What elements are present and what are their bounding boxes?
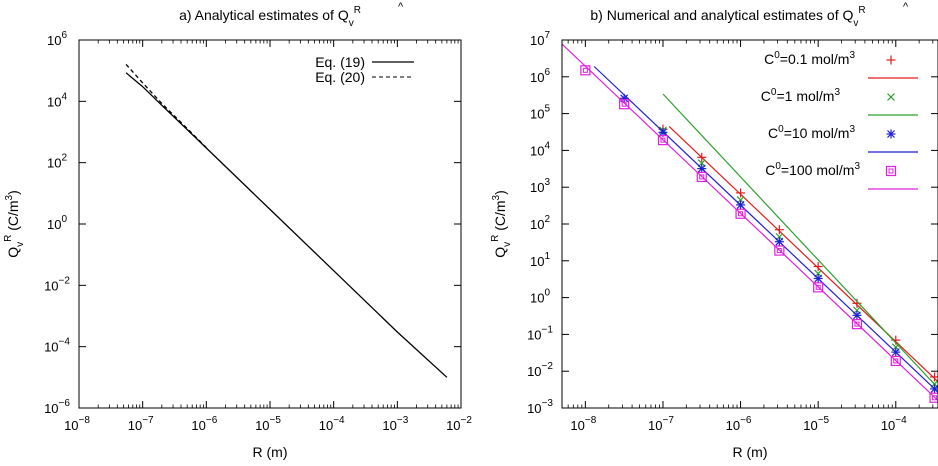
chart-b-legend: C0=0.1 mol/m3 C0=1 mol/m3 C0=10 mol/m3 C…	[761, 50, 861, 178]
chart-b-series-line	[668, 125, 938, 383]
chart-b-ytick-label: 106	[530, 67, 550, 85]
chart-a-title-hat: ^	[398, 1, 404, 13]
marker-star	[891, 348, 900, 357]
marker-cross	[887, 93, 895, 101]
chart-b-xlabel: R (m)	[733, 444, 768, 460]
marker-square-inner	[582, 67, 588, 73]
chart-b-series-line	[662, 93, 938, 389]
chart-b-xtick-label: 10−5	[803, 415, 829, 433]
chart-b-ytick-label: 10−2	[527, 361, 553, 379]
chart-a-xtick-label: 10−5	[255, 415, 281, 433]
marker-square-inner	[893, 358, 899, 364]
chart-a-xtick-label: 10−8	[64, 415, 90, 433]
chart-b-xtick-label: 10−7	[648, 415, 674, 433]
marker-star	[814, 274, 823, 283]
chart-a-xtick-label: 10−6	[191, 415, 217, 433]
chart-b-ytick-label: 10−1	[527, 324, 553, 342]
chart-b-ytick-label: 105	[530, 104, 550, 122]
chart-b-ytick-label: 107	[530, 30, 550, 48]
marker-star	[930, 384, 938, 393]
chart-b-legend-symbols	[868, 55, 918, 190]
marker-square	[851, 319, 863, 330]
legend-label-eq19: Eq. (19)	[315, 54, 365, 70]
chart-b-ytick-label: 101	[530, 251, 550, 269]
marker-star	[697, 164, 706, 173]
marker-square-inner	[660, 137, 666, 143]
chart-b-ytick-label: 102	[530, 214, 550, 232]
chart-a-ytick-label: 102	[47, 153, 67, 171]
chart-b-frame	[561, 39, 938, 409]
marker-square	[657, 135, 669, 146]
chart-b-axes: 10−8 10−7 10−6 10−5 10−4 10−3 10−2 10−1 100 101 10…	[527, 30, 938, 433]
chart-b: b) Numerical and analytical estimates of…	[490, 1, 938, 460]
marker-square-inner	[621, 101, 627, 107]
svg-text:QvR (C/m3): QvR (C/m3)	[490, 190, 513, 258]
marker-square-inner	[776, 248, 782, 254]
marker-square	[813, 282, 824, 293]
marker-square	[735, 208, 746, 219]
legend-label-c0-1: C0=1 mol/m3	[761, 87, 841, 104]
chart-a-xtick-label: 10−7	[128, 415, 154, 433]
chart-b-title-hat: ^	[903, 1, 909, 13]
chart-a-series-line	[125, 72, 448, 378]
marker-square	[696, 171, 707, 183]
chart-b-series-line	[593, 66, 938, 393]
chart-a-ytick-label: 10−4	[44, 337, 70, 355]
legend-label-c0-10: C0=10 mol/m3	[768, 124, 855, 141]
marker-square-inner	[738, 211, 744, 217]
marker-square	[774, 245, 785, 256]
chart-b-ytick-label: 100	[530, 288, 550, 306]
marker-square	[885, 165, 897, 177]
chart-a-xlabel: R (m)	[253, 444, 288, 460]
marker-square-inner	[699, 174, 705, 180]
chart-a-plot	[125, 63, 448, 378]
svg-text:QvR (C/m3): QvR (C/m3)	[3, 190, 26, 258]
chart-a-xtick-label: 10−2	[446, 415, 472, 433]
chart-a-ylabel: QvR (C/m3)	[3, 190, 26, 258]
marker-star	[853, 311, 861, 320]
marker-square	[619, 99, 630, 110]
chart-b-series-line	[562, 43, 938, 401]
chart-b-xtick-label: 10−8	[570, 415, 596, 433]
legend-label-c0-0-1: C0=0.1 mol/m3	[764, 50, 855, 67]
marker-square	[890, 355, 901, 367]
marker-square-inner	[854, 321, 860, 327]
marker-star	[775, 237, 784, 246]
marker-square	[929, 392, 938, 403]
marker-square-inner	[815, 284, 821, 290]
marker-square-inner	[888, 168, 894, 174]
chart-a-legend: Eq. (19) Eq. (20)	[315, 54, 414, 85]
marker-star	[659, 128, 667, 137]
legend-label-c0-100: C0=100 mol/m3	[765, 161, 860, 178]
chart-b-title: b) Numerical and analytical estimates of…	[590, 5, 865, 29]
chart-a-xtick-label: 10−3	[382, 415, 408, 433]
chart-a: a) Analytical estimates of QvR ^ 10−8 10−…	[3, 1, 472, 460]
chart-b-plot	[562, 43, 938, 403]
chart-b-xtick-label: 10−4	[881, 415, 907, 433]
chart-a-xtick-label: 10−4	[319, 415, 345, 433]
chart-a-ytick-label: 100	[47, 214, 67, 232]
chart-a-ytick-label: 10−2	[44, 275, 70, 293]
chart-b-ytick-label: 104	[530, 140, 550, 158]
marker-star	[887, 130, 895, 138]
chart-b-ytick-label: 103	[530, 177, 550, 195]
chart-a-ytick-label: 106	[47, 30, 67, 48]
chart-b-xtick-label: 10−6	[726, 415, 752, 433]
chart-a-ytick-label: 104	[47, 91, 67, 109]
chart-b-ytick-label: 10−3	[527, 398, 553, 416]
marker-square-inner	[932, 395, 938, 401]
chart-a-frame	[78, 39, 462, 409]
marker-square	[580, 65, 591, 76]
chart-a-title: a) Analytical estimates of QvR	[179, 5, 361, 29]
chart-a-ytick-label: 10−6	[44, 398, 70, 416]
chart-b-clipped-plot	[562, 43, 938, 403]
legend-label-eq20: Eq. (20)	[315, 69, 365, 85]
chart-a-series-line	[125, 63, 207, 149]
marker-star	[736, 200, 745, 209]
chart-b-ylabel: QvR (C/m3)	[490, 190, 513, 258]
chart-a-axes: 10−8 10−7 10−6 10−5 10−4 10−3 10−2 10−6 10−4 10−2…	[44, 30, 472, 433]
